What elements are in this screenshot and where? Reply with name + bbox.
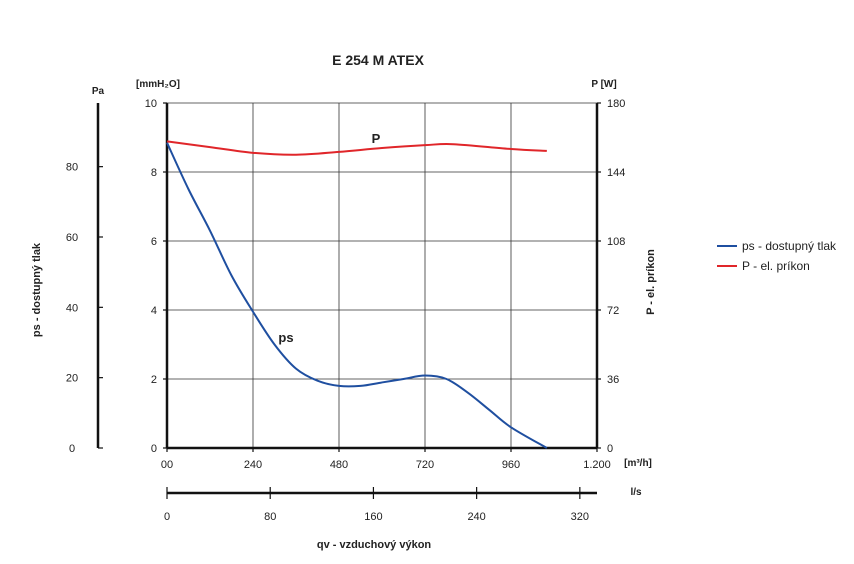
- y-pa-title: ps - dostupný tlak: [31, 242, 43, 337]
- legend-label-ps: ps - dostupný tlak: [742, 239, 837, 253]
- x-secondary-unit: l/s: [630, 487, 642, 498]
- y-left-tick-label: 2: [151, 374, 157, 386]
- x-secondary-tick-label: 240: [467, 511, 485, 523]
- y-left-tick-label: 8: [151, 167, 157, 179]
- y-right-tick-label: 0: [607, 443, 613, 455]
- x-title: qv - vzduchový výkon: [317, 539, 432, 551]
- y-right-tick-label: 180: [607, 98, 625, 110]
- x-tick-label: 720: [416, 459, 434, 471]
- series-label-ps: ps: [278, 330, 293, 345]
- legend: ps - dostupný tlak P - el. príkon: [717, 239, 837, 273]
- y-right-tick-label: 36: [607, 374, 619, 386]
- x-secondary-tick-label: 0: [164, 511, 170, 523]
- y-pa-tick-label: 40: [66, 302, 78, 314]
- x-tick-label: 960: [502, 459, 520, 471]
- series-label-p: P: [372, 131, 381, 146]
- y-right-tick-label: 144: [607, 167, 625, 179]
- x-secondary-tick-label: 320: [571, 511, 589, 523]
- y-right-unit: P [W]: [591, 79, 616, 90]
- grid: [167, 103, 597, 448]
- axes: [96, 102, 599, 495]
- y-left-tick-label: 0: [151, 443, 157, 455]
- x-tick-label: 1.200: [583, 459, 611, 471]
- y-left-tick-label: 6: [151, 236, 157, 248]
- ticks: 0 2 4 6 8 10 0 36 72 108 144 180 0 20 40 60 80 00 240 480 72…: [66, 98, 625, 523]
- y-pa-tick-label: 60: [66, 232, 78, 244]
- y-left-tick-label: 10: [145, 98, 157, 110]
- x-tick-label: 00: [161, 459, 173, 471]
- x-tick-label: 240: [244, 459, 262, 471]
- y-pa-unit: Pa: [92, 86, 105, 97]
- series-line-ps: [166, 142, 548, 449]
- y-right-tick-label: 108: [607, 236, 625, 248]
- x-secondary-tick-label: 80: [264, 511, 276, 523]
- y-left-unit: [mmH₂O]: [136, 79, 180, 90]
- y-right-title: P - el. príkon: [645, 249, 657, 315]
- chart-title: E 254 M ATEX: [332, 52, 424, 68]
- series-lines: [166, 140, 548, 449]
- series-line-p: [166, 140, 547, 156]
- y-right-tick-label: 72: [607, 305, 619, 317]
- y-pa-tick-label: 0: [69, 443, 75, 455]
- legend-label-p: P - el. príkon: [742, 259, 810, 273]
- y-pa-tick-label: 80: [66, 162, 78, 174]
- x-unit: [m³/h]: [624, 458, 652, 469]
- x-tick-label: 480: [330, 459, 348, 471]
- y-left-tick-label: 4: [151, 305, 157, 317]
- y-pa-tick-label: 20: [66, 373, 78, 385]
- x-secondary-tick-label: 160: [364, 511, 382, 523]
